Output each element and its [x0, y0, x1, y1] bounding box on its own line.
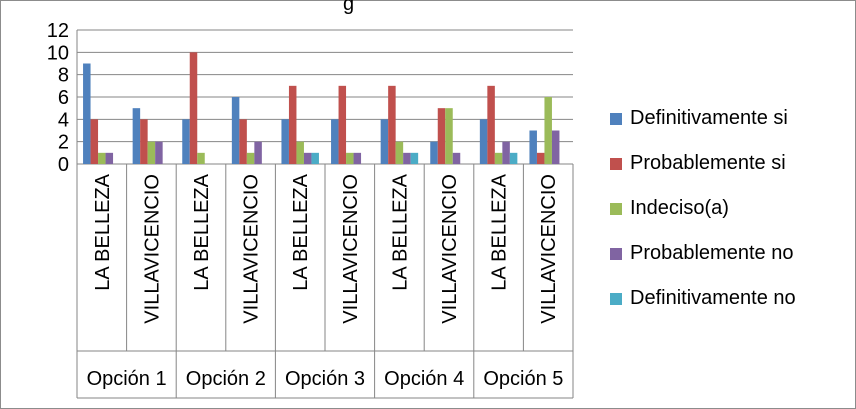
x-group-label: Opción 3	[285, 368, 365, 390]
bar	[410, 152, 419, 164]
bar	[346, 152, 354, 164]
bars	[83, 52, 560, 165]
bar	[445, 108, 453, 164]
legend-label: Probablemente si	[630, 152, 786, 174]
x-category-label: LA BELLEZA	[191, 173, 213, 290]
y-tick-label: 8	[58, 65, 69, 87]
bar	[132, 108, 141, 164]
chart-title-fragment: g	[343, 0, 354, 15]
x-category-label: LA BELLEZA	[389, 173, 411, 290]
bar	[452, 152, 461, 164]
legend-item: Definitivamente no	[610, 276, 850, 321]
axes	[76, 30, 574, 399]
x-category-label: LA BELLEZA	[290, 173, 312, 290]
bar	[551, 130, 560, 164]
bar	[353, 152, 362, 164]
category-labels: LA BELLEZA VILLAVICENCIO LA BELLEZA VILLAVI…	[87, 173, 564, 390]
x-group-label: Opción 4	[384, 368, 464, 390]
legend-label: Indeciso(a)	[630, 197, 729, 219]
bar	[509, 152, 518, 164]
x-group-label: Opción 1	[87, 368, 167, 390]
legend-label: Definitivamente si	[630, 107, 788, 129]
legend-swatch	[610, 157, 622, 170]
legend-swatch	[610, 247, 622, 260]
legend: Definitivamente si Probablemente si Indeci…	[610, 96, 850, 321]
legend-item: Indeciso(a)	[610, 186, 850, 231]
y-tick-label: 2	[58, 132, 69, 154]
bar	[105, 152, 114, 164]
bar	[231, 97, 240, 164]
bar	[487, 85, 495, 164]
bar	[246, 152, 255, 164]
bar	[147, 141, 156, 164]
bar	[479, 119, 488, 164]
legend-item: Probablemente no	[610, 231, 850, 276]
bar	[380, 119, 389, 164]
legend-swatch	[610, 202, 622, 215]
bar	[303, 152, 312, 164]
x-category-label: LA BELLEZA	[92, 173, 114, 290]
y-tick-label: 4	[58, 109, 69, 131]
y-tick-label: 6	[58, 87, 69, 109]
bar	[437, 108, 446, 164]
bar	[529, 130, 537, 164]
legend-label: Definitivamente no	[630, 287, 796, 309]
x-category-label: LA BELLEZA	[489, 173, 511, 290]
bar	[494, 152, 503, 164]
bar	[288, 85, 297, 164]
bar	[83, 63, 91, 164]
x-category-label: VILLAVICENCIO	[241, 174, 263, 324]
legend-swatch	[610, 292, 622, 305]
x-group-label: Opción 2	[186, 368, 266, 390]
bar	[239, 119, 247, 164]
bar	[395, 141, 404, 164]
x-category-label: VILLAVICENCIO	[538, 174, 560, 324]
bar	[502, 141, 510, 164]
legend-label: Probablemente no	[630, 242, 794, 264]
bar	[197, 152, 205, 164]
x-group-label: Opción 5	[483, 368, 563, 390]
bar	[90, 119, 99, 164]
y-tick-label: 10	[47, 42, 69, 64]
bar	[544, 97, 552, 164]
bar	[311, 152, 319, 164]
bar	[254, 141, 262, 164]
bar	[189, 52, 198, 165]
legend-item: Definitivamente si	[610, 96, 850, 141]
bar	[182, 119, 190, 164]
x-category-label: VILLAVICENCIO	[439, 174, 461, 324]
bar	[331, 119, 339, 164]
bar	[281, 119, 289, 164]
bar	[388, 85, 396, 164]
y-tick-label: 0	[58, 154, 69, 176]
bar	[155, 141, 163, 164]
x-category-label: VILLAVICENCIO	[340, 174, 362, 324]
bar	[536, 152, 545, 164]
legend-swatch	[610, 112, 622, 125]
bar	[430, 141, 438, 164]
y-tick-label: 12	[47, 20, 69, 42]
bar	[403, 152, 411, 164]
bar	[140, 119, 148, 164]
bar	[338, 85, 347, 164]
bar	[98, 152, 106, 164]
x-category-label: VILLAVICENCIO	[141, 174, 163, 324]
bar	[296, 141, 304, 164]
legend-item: Probablemente si	[610, 141, 850, 186]
